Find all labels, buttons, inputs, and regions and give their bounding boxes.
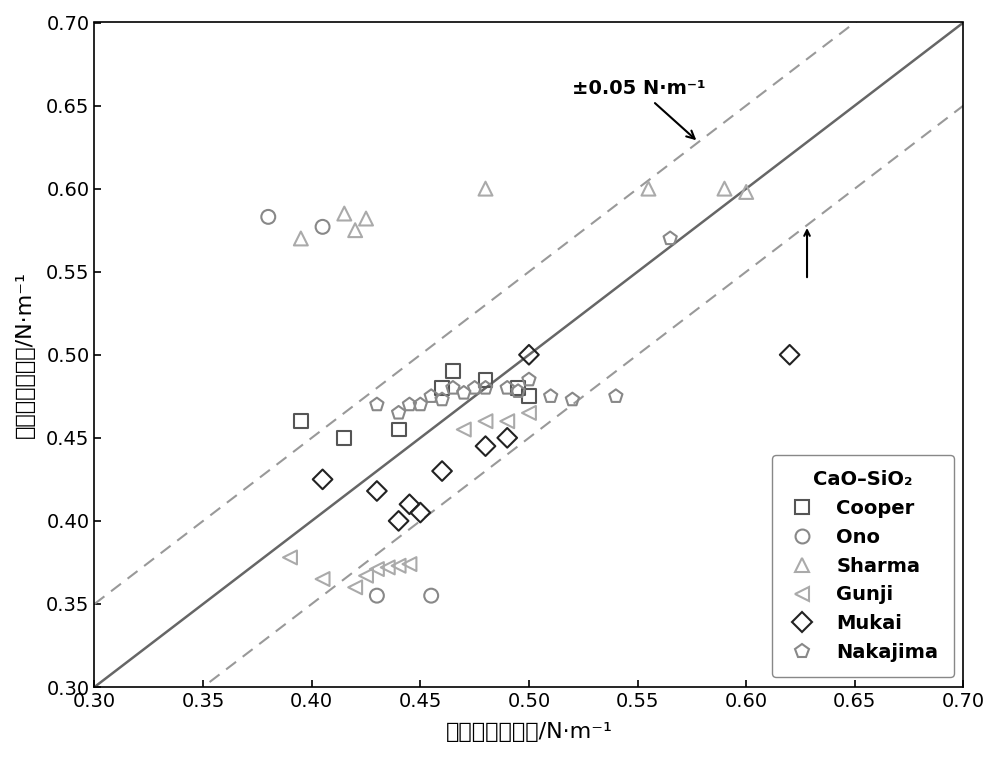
Point [401, 558, 417, 570]
Point [478, 182, 494, 195]
Point [401, 398, 417, 410]
X-axis label: 表面张力测试值/N·m⁻¹: 表面张力测试值/N·m⁻¹ [445, 722, 612, 742]
Legend: Cooper, Ono, Sharma, Gunji, Mukai, Nakajima: Cooper, Ono, Sharma, Gunji, Mukai, Nakaj… [772, 455, 954, 678]
Point [716, 182, 732, 195]
Point [510, 385, 526, 397]
Point [564, 394, 580, 406]
Point [391, 559, 407, 572]
Point [358, 570, 374, 582]
Text: ±0.05 N·m⁻¹: ±0.05 N·m⁻¹ [572, 79, 706, 139]
Point [499, 415, 515, 427]
Point [521, 349, 537, 361]
Point [380, 562, 396, 574]
Point [510, 382, 526, 394]
Point [423, 391, 439, 403]
Point [401, 498, 417, 510]
Point [456, 423, 472, 435]
Point [369, 563, 385, 575]
Point [662, 232, 678, 245]
Point [391, 515, 407, 527]
Point [391, 423, 407, 435]
Point [369, 485, 385, 497]
Point [260, 210, 276, 223]
Point [543, 391, 559, 403]
Point [282, 551, 298, 563]
Point [315, 221, 331, 233]
Point [782, 349, 798, 361]
Point [499, 431, 515, 444]
Point [521, 374, 537, 386]
Point [434, 382, 450, 394]
Point [738, 186, 754, 198]
Point [434, 465, 450, 477]
Point [478, 382, 494, 394]
Point [412, 398, 428, 410]
Point [608, 391, 624, 403]
Point [423, 590, 439, 602]
Point [293, 415, 309, 427]
Point [456, 387, 472, 399]
Point [293, 232, 309, 245]
Point [347, 581, 363, 593]
Point [434, 394, 450, 406]
Point [478, 374, 494, 386]
Point [478, 415, 494, 427]
Point [315, 573, 331, 585]
Point [336, 431, 352, 444]
Point [521, 391, 537, 403]
Point [521, 407, 537, 419]
Point [347, 224, 363, 236]
Point [445, 382, 461, 394]
Point [499, 382, 515, 394]
Point [391, 407, 407, 419]
Y-axis label: 表面张力计算值/N·m⁻¹: 表面张力计算值/N·m⁻¹ [15, 271, 35, 438]
Point [478, 440, 494, 452]
Point [315, 473, 331, 485]
Point [336, 207, 352, 220]
Point [640, 182, 656, 195]
Point [412, 506, 428, 519]
Point [467, 382, 483, 394]
Point [445, 366, 461, 378]
Point [369, 590, 385, 602]
Point [358, 213, 374, 225]
Point [369, 398, 385, 410]
